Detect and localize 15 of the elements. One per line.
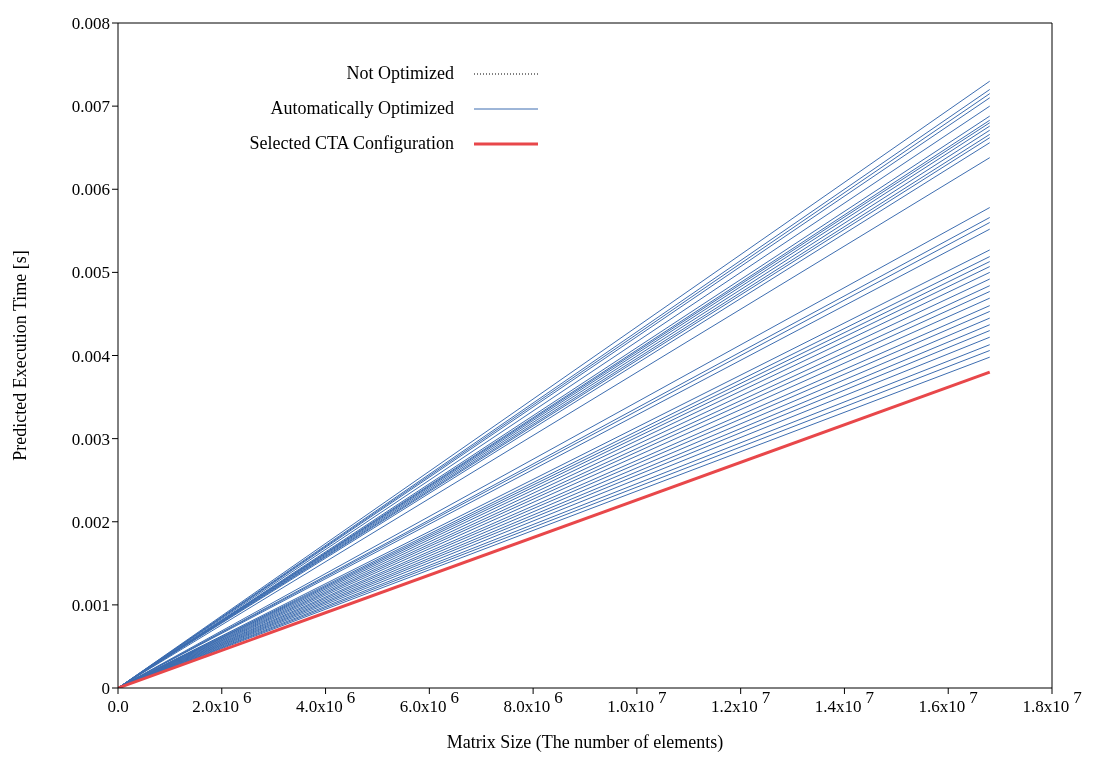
y-tick-label: 0.003 — [71, 429, 110, 449]
y-tick-label: 0.002 — [71, 512, 110, 532]
x-tick-label: 0.0 — [107, 697, 129, 716]
legend-label: Selected CTA Configuration — [249, 133, 454, 154]
x-axis-title: Matrix Size (The number of elements) — [446, 732, 724, 753]
y-tick-label: 0.006 — [71, 180, 110, 200]
y-tick-label: 0 — [101, 679, 110, 699]
legend-label: Not Optimized — [346, 63, 454, 84]
y-axis-title: Predicted Execution Time [s] — [10, 250, 31, 461]
y-tick-label: 0.007 — [71, 97, 111, 117]
y-tick-label: 0.004 — [71, 346, 111, 366]
y-tick-label: 0.001 — [71, 595, 110, 615]
y-tick-label: 0.005 — [71, 263, 110, 283]
legend-label: Automatically Optimized — [270, 98, 454, 119]
y-tick-label: 0.008 — [71, 14, 110, 34]
